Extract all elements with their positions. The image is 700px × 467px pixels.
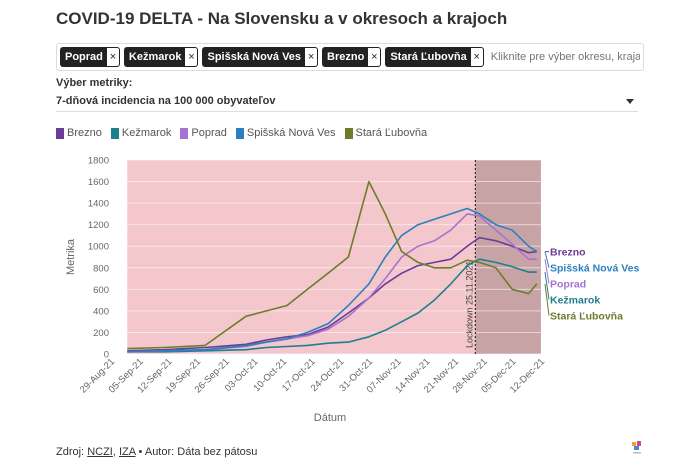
legend-swatch (180, 127, 189, 139)
metric-dropdown[interactable]: 7-dňová incidencia na 100 000 obyvateľov (56, 91, 638, 112)
chevron-down-icon[interactable] (626, 98, 634, 104)
y-tick-label: 1800 (88, 156, 109, 167)
metric-selected-value: 7-dňová incidencia na 100 000 obyvateľov (56, 95, 276, 107)
page-title: COVID-19 DELTA - Na Slovensku a v okreso… (56, 9, 508, 28)
remove-chip-icon[interactable]: × (368, 48, 381, 66)
filter-chip-brezno[interactable]: Brezno × (322, 47, 382, 67)
legend-item-spisska-nova-ves[interactable]: Spišská Nová Ves (235, 127, 336, 139)
y-tick-label: 800 (93, 263, 109, 274)
lockdown-period (475, 160, 541, 354)
remove-chip-icon[interactable]: × (185, 48, 198, 66)
end-label-stara-lubovna: Stará Ľubovňa (550, 311, 623, 323)
x-axis-title: Dátum (314, 412, 346, 424)
end-label-kezmarok: Kežmarok (550, 295, 600, 307)
filter-chip-label: Brezno (327, 51, 365, 63)
filter-chip-stara-lubovna[interactable]: Stará Ľubovňa × (385, 47, 484, 67)
legend-swatch (110, 127, 119, 139)
series-line-stara-lubovna (127, 180, 538, 350)
legend-item-stara-lubovna[interactable]: Stará Ľubovňa (344, 127, 428, 139)
legend-swatch (344, 127, 353, 139)
end-label-spisska-nova-ves: Spišská Nová Ves (550, 263, 639, 275)
remove-chip-icon[interactable]: × (470, 48, 483, 66)
source-prefix: Zdroj: (56, 446, 88, 458)
legend-swatch (235, 127, 244, 139)
brand-logo-icon (632, 441, 641, 454)
filter-chip-label: Stará Ľubovňa (390, 51, 467, 63)
y-tick-label: 1400 (88, 199, 109, 210)
legend-label: Brezno (67, 127, 102, 139)
series-line-spisska-nova-ves (127, 207, 538, 353)
metric-label: Výber metriky: (56, 77, 133, 89)
remove-chip-icon[interactable]: × (106, 48, 119, 66)
legend-item-brezno[interactable]: Brezno (56, 127, 102, 139)
source-link-iza[interactable]: IZA (118, 446, 136, 458)
line-chart: 02004006008001000120014001600180029-Aug-… (65, 156, 639, 425)
footer-source: Zdroj: NCZI, IZA • Autor: Dáta bez pátos… (56, 446, 257, 458)
legend-item-poprad[interactable]: Poprad (180, 127, 227, 139)
end-label-connector (544, 272, 550, 300)
source-separator: , (112, 446, 119, 458)
end-label-poprad: Poprad (550, 279, 586, 291)
legend-label: Kežmarok (121, 127, 172, 139)
end-label-brezno: Brezno (550, 247, 586, 259)
chart-legend: Brezno Kežmarok Poprad Spišská Nová Ves … (56, 127, 427, 139)
end-label-connector (544, 259, 550, 284)
y-tick-label: 400 (93, 306, 109, 317)
y-tick-label: 1200 (88, 220, 109, 231)
y-tick-label: 0 (104, 350, 109, 361)
legend-label: Stará Ľubovňa (355, 127, 428, 139)
y-tick-label: 600 (93, 285, 109, 296)
y-tick-label: 1600 (88, 177, 109, 188)
author-credit: • Autor: Dáta bez pátosu (135, 446, 258, 458)
legend-swatch (56, 127, 64, 139)
legend-label: Spišská Nová Ves (246, 127, 336, 139)
region-filter[interactable]: Poprad × Kežmarok × Spišská Nová Ves × B… (56, 43, 644, 71)
filter-chip-spisska-nova-ves[interactable]: Spišská Nová Ves × (202, 47, 319, 67)
end-label-connector (544, 283, 550, 316)
legend-item-kezmarok[interactable]: Kežmarok (110, 127, 172, 139)
remove-chip-icon[interactable]: × (305, 48, 318, 66)
filter-chip-label: Spišská Nová Ves (207, 51, 302, 63)
shaded-period (127, 160, 541, 354)
series-line-kezmarok (127, 258, 537, 353)
series-line-brezno (127, 236, 537, 352)
y-tick-label: 1000 (88, 242, 109, 253)
y-tick-label: 200 (93, 328, 109, 339)
filter-chip-label: Poprad (65, 51, 103, 63)
filter-chip-label: Kežmarok (128, 51, 182, 63)
legend-label: Poprad (191, 127, 227, 139)
end-label-connector (544, 251, 550, 268)
source-link-nczi[interactable]: NCZI (87, 446, 113, 458)
filter-search-input[interactable] (487, 51, 643, 63)
filter-chip-poprad[interactable]: Poprad × (60, 47, 120, 67)
lockdown-annotation: Lockdown 25.11.2021 (464, 261, 474, 348)
filter-chip-kezmarok[interactable]: Kežmarok × (123, 47, 199, 67)
y-axis-title: Metrika (65, 238, 77, 275)
